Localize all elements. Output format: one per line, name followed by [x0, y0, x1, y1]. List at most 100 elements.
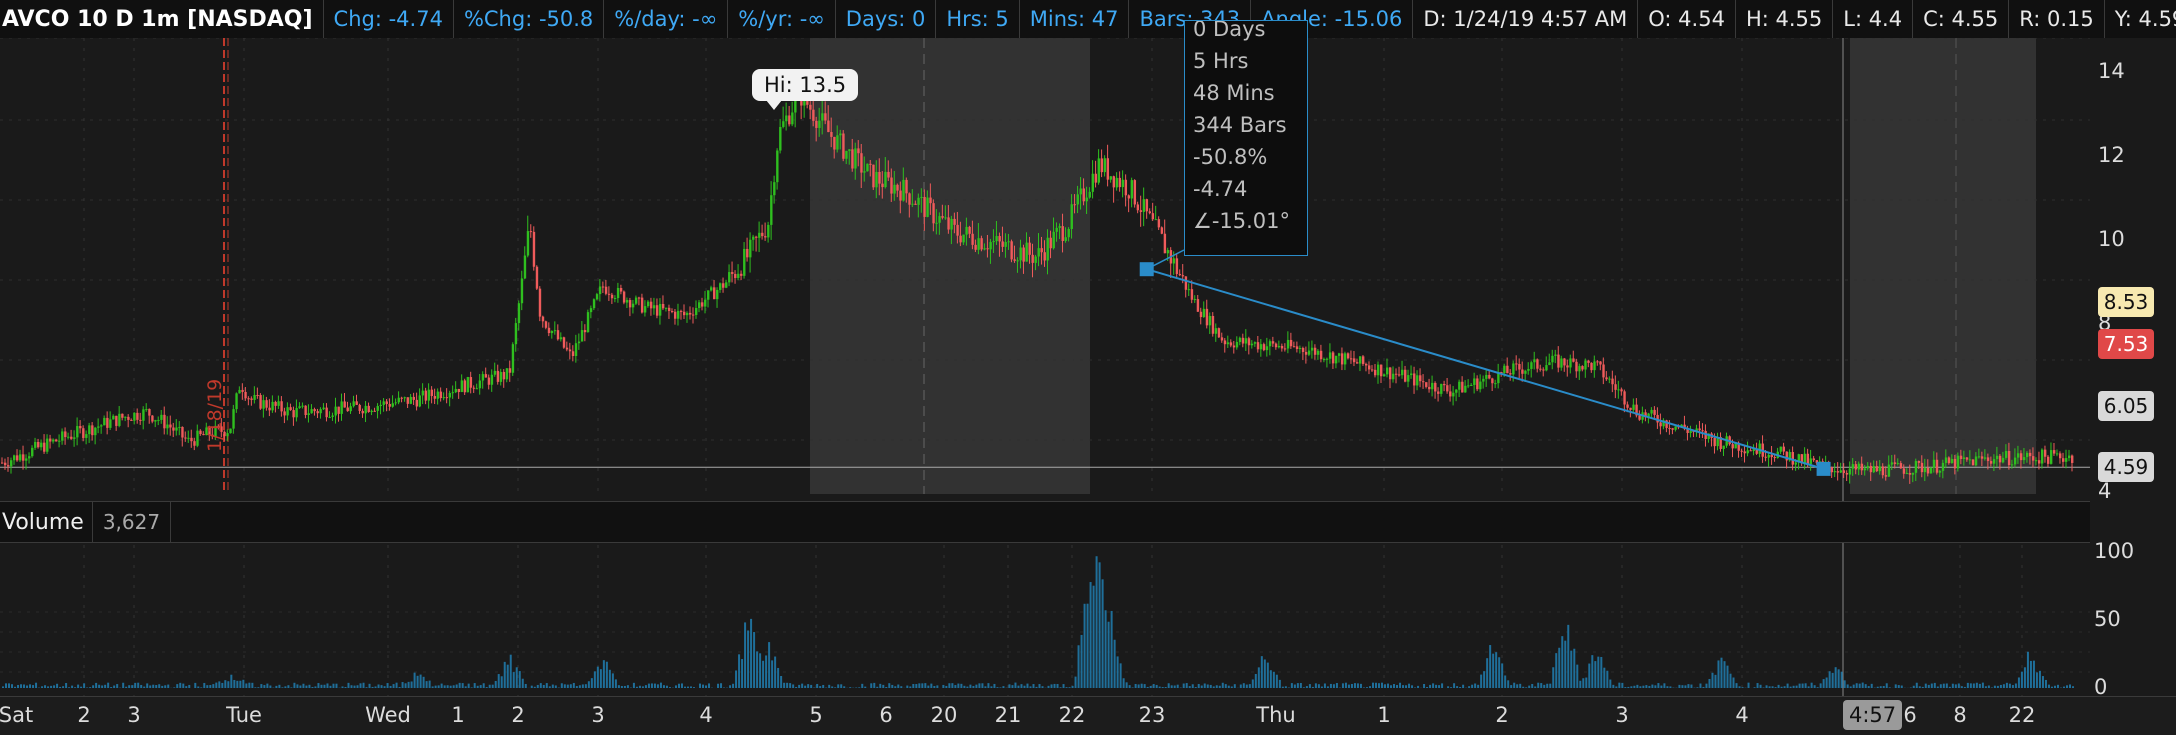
candle-body	[154, 420, 156, 421]
volume-bar	[1312, 687, 1314, 688]
candle-body	[428, 390, 430, 401]
volume-bar	[1531, 684, 1533, 688]
candle-body	[1407, 375, 1409, 382]
candle-body	[1206, 309, 1208, 325]
time-tick: 6	[1903, 703, 1916, 727]
candle-body	[1491, 378, 1493, 383]
candle-body	[1948, 457, 1950, 463]
volume-bar	[230, 675, 232, 688]
volume-bar	[1856, 683, 1858, 688]
candle-body	[274, 402, 276, 406]
volume-bar	[158, 684, 160, 688]
volume-bar	[1177, 685, 1179, 688]
candle-body	[1488, 375, 1490, 379]
volume-bar	[221, 683, 223, 688]
candle-body	[2050, 450, 2052, 464]
candle-body	[689, 313, 691, 315]
candle-body	[25, 458, 27, 460]
volume-bar	[1717, 660, 1719, 688]
candle-body	[1918, 461, 1920, 463]
volume-bar	[597, 667, 599, 688]
volume-bar	[639, 686, 641, 688]
volume-bar	[948, 683, 950, 688]
candle-body	[2041, 450, 2043, 464]
candle-body	[383, 401, 385, 405]
volume-bar	[1405, 685, 1407, 688]
volume-bar	[774, 657, 776, 688]
volume-bar	[293, 683, 295, 688]
candle-body	[196, 431, 198, 446]
candle-body	[328, 417, 330, 418]
volume-bar	[1811, 683, 1813, 688]
volume-bar	[969, 685, 971, 688]
candle-body	[271, 402, 273, 410]
volume-bar	[1678, 685, 1680, 688]
candle-body	[926, 198, 928, 217]
candle-body	[692, 315, 694, 316]
volume-header: Volume 3,627	[0, 501, 2090, 543]
volume-bar	[248, 683, 250, 688]
candle-body	[1350, 358, 1352, 359]
volume-bar	[53, 685, 55, 688]
volume-bar	[1270, 670, 1272, 688]
candle-body	[1804, 454, 1806, 463]
candle-body	[863, 171, 865, 172]
symbol-label[interactable]: AVCO 10 D 1m [NASDAQ]	[0, 7, 323, 32]
candle-body	[163, 415, 165, 428]
candle-body	[419, 395, 421, 406]
price-tick: 4	[2098, 479, 2111, 503]
volume-bar	[203, 683, 205, 688]
candle-body	[1996, 456, 1998, 459]
volume-bar	[1790, 687, 1792, 688]
stat-6: Mins: 47	[1019, 0, 1129, 38]
volume-bar	[2024, 667, 2026, 688]
candle-body	[380, 405, 382, 406]
time-tick: Tue	[226, 703, 262, 727]
candle-body	[1885, 475, 1887, 476]
volume-bar	[1982, 683, 1984, 688]
candle-body	[1275, 344, 1277, 348]
candle-body	[728, 272, 730, 282]
candle-body	[67, 437, 69, 438]
candle-body	[1713, 438, 1715, 446]
candle-body	[1485, 375, 1487, 379]
volume-pane	[0, 545, 2090, 696]
volume-bar	[1970, 683, 1972, 688]
candle-body	[235, 393, 237, 409]
candle-body	[1404, 370, 1406, 382]
candle-body	[1320, 351, 1322, 359]
volume-bar	[1657, 683, 1659, 688]
candle-body	[1780, 447, 1782, 452]
volume-bar	[128, 685, 130, 688]
candle-body	[1698, 428, 1700, 430]
volume-bar	[2063, 687, 2065, 688]
candle-body	[1125, 180, 1127, 196]
volume-bar	[254, 687, 256, 688]
volume-bar	[1832, 673, 1834, 688]
candle-body	[1933, 460, 1935, 468]
volume-bar	[1525, 687, 1527, 688]
candle-body	[1329, 352, 1331, 358]
volume-bar	[95, 683, 97, 688]
volume-bar	[819, 686, 821, 688]
volume-bar	[471, 687, 473, 688]
candle-body	[500, 372, 502, 382]
candle-body	[1810, 458, 1812, 464]
volume-bar	[858, 687, 860, 688]
volume-bar	[1201, 686, 1203, 688]
candle-body	[1016, 260, 1018, 261]
hi-callout: Hi: 13.5	[752, 69, 858, 101]
candle-body	[959, 236, 961, 243]
candle-body	[2035, 460, 2037, 461]
candle-body	[1422, 381, 1424, 382]
candle-body	[890, 178, 892, 194]
volume-bar	[720, 683, 722, 688]
candle-body	[4, 463, 6, 465]
candle-body	[1353, 358, 1355, 362]
candle-body	[1599, 362, 1601, 365]
candle-body	[1326, 359, 1328, 360]
candle-body	[710, 287, 712, 290]
candle-body	[1449, 391, 1451, 396]
volume-bar	[771, 660, 773, 688]
